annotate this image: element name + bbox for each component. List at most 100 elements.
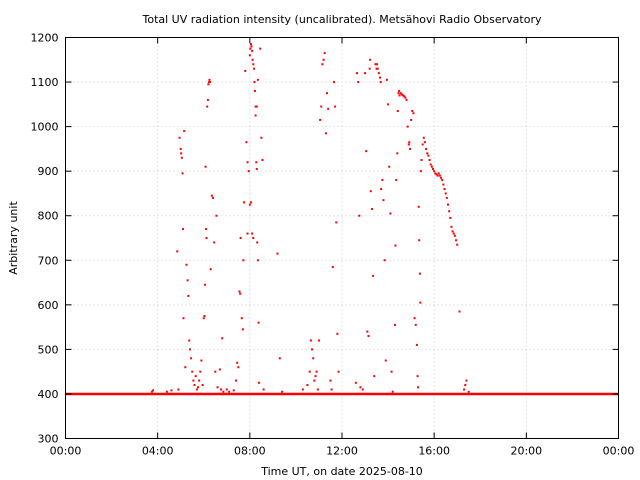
data-point bbox=[251, 49, 254, 52]
data-point bbox=[200, 359, 203, 362]
data-point bbox=[335, 221, 338, 224]
data-point bbox=[456, 243, 459, 246]
data-point bbox=[201, 384, 204, 387]
data-point bbox=[170, 389, 173, 392]
data-point bbox=[422, 136, 425, 139]
data-point bbox=[258, 381, 261, 384]
data-point bbox=[464, 384, 467, 387]
data-point bbox=[336, 332, 339, 335]
data-point bbox=[354, 381, 357, 384]
data-point bbox=[216, 386, 219, 389]
data-point bbox=[408, 141, 411, 144]
data-point bbox=[178, 136, 181, 139]
x-tick-label: 16:00 bbox=[418, 445, 450, 458]
data-point bbox=[255, 105, 258, 108]
data-point bbox=[319, 118, 322, 121]
data-point bbox=[195, 388, 198, 391]
data-point bbox=[180, 152, 183, 155]
data-point bbox=[414, 323, 417, 326]
data-point bbox=[434, 172, 437, 175]
data-point bbox=[367, 335, 370, 338]
data-point bbox=[204, 165, 207, 168]
data-point bbox=[206, 98, 209, 101]
data-point bbox=[361, 388, 364, 391]
data-point bbox=[403, 95, 406, 98]
data-point bbox=[249, 43, 252, 46]
data-point bbox=[259, 47, 262, 50]
data-point bbox=[253, 89, 256, 92]
data-point bbox=[208, 81, 211, 84]
data-point bbox=[385, 78, 388, 81]
data-point bbox=[220, 388, 223, 391]
y-tick-label: 700 bbox=[38, 254, 59, 267]
data-point bbox=[177, 388, 180, 391]
data-point bbox=[311, 348, 314, 351]
data-point bbox=[458, 310, 461, 313]
data-point bbox=[412, 112, 415, 115]
data-point bbox=[209, 268, 212, 271]
data-point bbox=[245, 141, 248, 144]
data-point bbox=[188, 339, 191, 342]
data-point bbox=[251, 58, 254, 61]
data-point bbox=[467, 390, 470, 393]
data-point bbox=[391, 390, 394, 393]
data-point bbox=[396, 152, 399, 155]
data-point bbox=[192, 379, 195, 382]
data-point bbox=[396, 110, 399, 113]
data-point bbox=[205, 228, 208, 231]
grid-lines bbox=[65, 37, 619, 439]
data-point bbox=[255, 167, 258, 170]
data-point bbox=[308, 370, 311, 373]
data-point bbox=[278, 357, 281, 360]
data-point bbox=[400, 93, 403, 96]
data-point bbox=[419, 301, 422, 304]
data-point bbox=[253, 81, 256, 84]
data-point bbox=[240, 317, 243, 320]
data-point bbox=[398, 89, 401, 92]
data-point bbox=[420, 159, 423, 162]
data-point bbox=[433, 170, 436, 173]
data-point bbox=[241, 328, 244, 331]
data-point bbox=[364, 72, 367, 75]
data-point bbox=[451, 230, 454, 233]
data-point bbox=[179, 147, 182, 150]
data-point bbox=[324, 132, 327, 135]
data-point bbox=[257, 321, 260, 324]
data-point bbox=[152, 389, 155, 392]
data-point bbox=[208, 78, 211, 81]
data-point bbox=[326, 92, 329, 95]
y-tick-label: 800 bbox=[38, 210, 59, 223]
data-point bbox=[418, 272, 421, 275]
data-point bbox=[249, 201, 252, 204]
data-point bbox=[260, 136, 263, 139]
data-point bbox=[327, 107, 330, 110]
x-tick-label: 08:00 bbox=[234, 445, 266, 458]
data-point bbox=[394, 244, 397, 247]
data-point bbox=[384, 359, 387, 362]
data-point bbox=[405, 98, 408, 101]
data-point bbox=[438, 174, 441, 177]
data-point bbox=[228, 390, 231, 393]
data-point bbox=[281, 390, 284, 393]
data-point bbox=[334, 105, 337, 108]
data-point bbox=[247, 170, 250, 173]
data-point bbox=[256, 78, 259, 81]
data-point bbox=[181, 172, 184, 175]
data-point bbox=[322, 58, 325, 61]
data-point bbox=[190, 357, 193, 360]
data-point bbox=[453, 234, 456, 237]
data-point bbox=[225, 388, 228, 391]
y-tick-label: 1100 bbox=[31, 76, 59, 89]
data-point bbox=[188, 348, 191, 351]
data-point bbox=[427, 154, 430, 157]
data-point bbox=[256, 259, 259, 262]
y-tick-label: 400 bbox=[38, 388, 59, 401]
data-point bbox=[368, 67, 371, 70]
data-point bbox=[317, 339, 320, 342]
y-tick-label: 900 bbox=[38, 165, 59, 178]
data-point bbox=[238, 290, 241, 293]
x-tick-label: 04:00 bbox=[142, 445, 174, 458]
data-point bbox=[463, 388, 466, 391]
data-point bbox=[261, 159, 264, 162]
